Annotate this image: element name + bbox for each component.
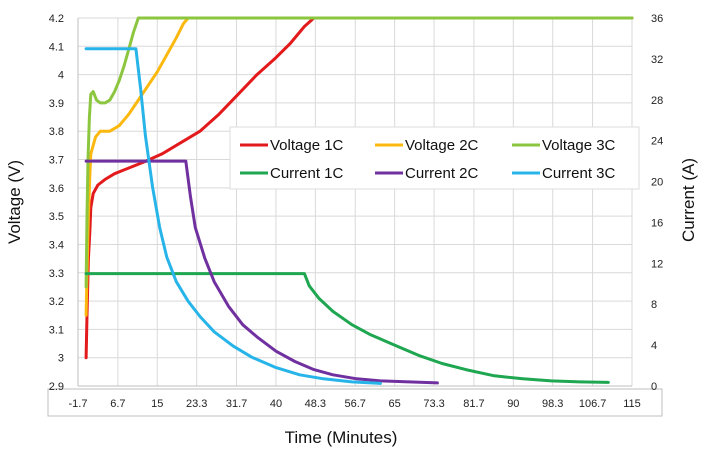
series-line-current-2c — [84, 159, 439, 385]
y2-tick-label: 20 — [651, 177, 663, 189]
x-tick-label: 40 — [270, 398, 282, 410]
y-tick-label: 3.5 — [49, 211, 64, 223]
x-tick-label: 73.3 — [423, 398, 444, 410]
series-line-voltage-2c — [84, 16, 634, 317]
series-line-current-3c — [84, 47, 382, 385]
legend-label: Current 3C — [542, 165, 616, 182]
legend-label: Voltage 2C — [405, 137, 479, 154]
y2-tick-label: 36 — [651, 13, 663, 25]
series-line-voltage-3c — [84, 16, 634, 289]
y-axis-ticks: 2.9 3 3.1 3.2 3.3 3.4 3.5 3.6 3.7 3.8 3.9 4 4.1 4.2 — [49, 13, 64, 393]
series-line-current-1c — [84, 272, 610, 384]
x-tick-label: 31.7 — [226, 398, 247, 410]
x-tick-label: 81.7 — [463, 398, 484, 410]
series-lines — [84, 16, 634, 385]
legend: Voltage 1C Voltage 2C Voltage 3C Current 1C… — [229, 126, 640, 190]
x-tick-label: 65 — [389, 398, 401, 410]
x-tick-label: 98.3 — [542, 398, 563, 410]
y-tick-label: 3.3 — [49, 268, 64, 280]
y-tick-label: 4.2 — [49, 13, 64, 25]
y2-tick-label: 28 — [651, 95, 663, 107]
y-tick-label: 4 — [58, 70, 64, 82]
legend-box — [229, 126, 640, 190]
y-tick-label: 3.6 — [49, 183, 64, 195]
x-tick-label: 115 — [623, 398, 641, 410]
y2-axis-ticks: 0 4 8 12 16 20 24 28 32 36 — [651, 13, 663, 393]
y-tick-label: 2.9 — [49, 381, 64, 393]
y2-tick-label: 4 — [651, 340, 657, 352]
x-axis-ticks: -1.7 6.7 15 23.3 31.7 40 48.3 56.7 65 73.3 81.7 90 9… — [69, 398, 641, 410]
x-tick-label: 23.3 — [186, 398, 207, 410]
x-tick-label: -1.7 — [69, 398, 88, 410]
y-tick-label: 3.7 — [49, 155, 64, 167]
legend-label: Voltage 1C — [270, 137, 344, 154]
legend-label: Current 1C — [270, 165, 344, 182]
y2-tick-label: 16 — [651, 217, 663, 229]
x-tick-label: 56.7 — [345, 398, 366, 410]
x-tick-label: 6.7 — [110, 398, 125, 410]
y2-tick-label: 24 — [651, 136, 663, 148]
x-tick-label: 15 — [151, 398, 163, 410]
legend-label: Voltage 3C — [542, 137, 616, 154]
y-tick-label: 4.1 — [49, 41, 64, 53]
y-tick-label: 3.8 — [49, 126, 64, 138]
y-tick-label: 3 — [58, 353, 64, 365]
y2-tick-label: 0 — [651, 381, 657, 393]
x-tick-label: 48.3 — [305, 398, 326, 410]
x-tick-label: 106.7 — [579, 398, 607, 410]
y2-tick-label: 8 — [651, 299, 657, 311]
legend-label: Current 2C — [405, 165, 479, 182]
y-tick-label: 3.9 — [49, 98, 64, 110]
y2-tick-label: 12 — [651, 258, 663, 270]
y-tick-label: 3.4 — [49, 239, 64, 251]
y-axis-title: Voltage (V) — [5, 160, 24, 244]
x-axis-title: Time (Minutes) — [285, 428, 398, 447]
y-tick-label: 3.1 — [49, 324, 64, 336]
y2-axis-title: Current (A) — [679, 158, 698, 242]
y2-tick-label: 32 — [651, 54, 663, 66]
x-tick-band — [47, 388, 663, 417]
x-tick-label: 90 — [507, 398, 519, 410]
series-line-voltage-1c — [84, 16, 634, 360]
y-tick-label: 3.2 — [49, 296, 64, 308]
